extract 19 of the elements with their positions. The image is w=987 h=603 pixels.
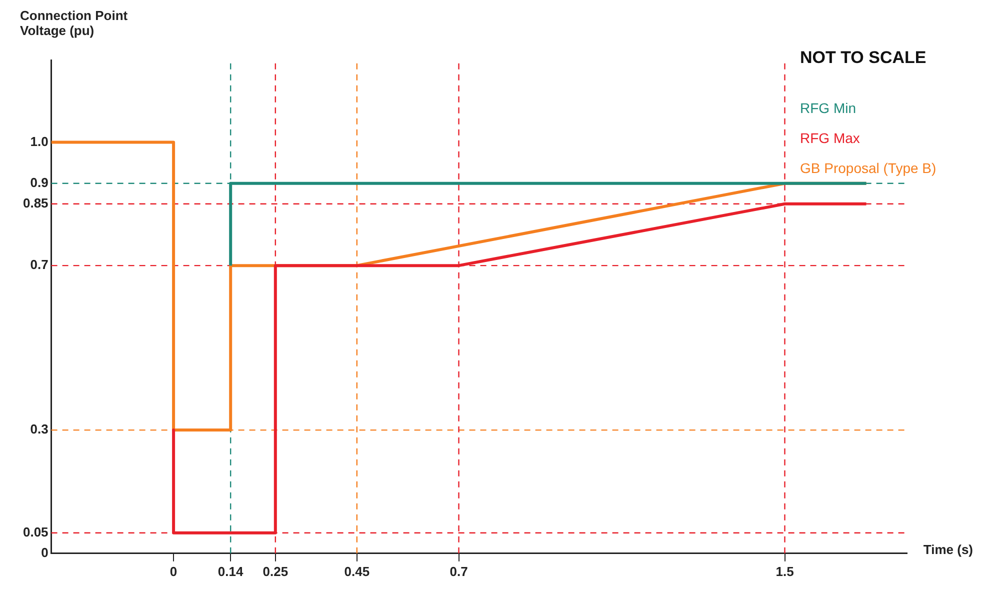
- y-axis-title: Connection Point Voltage (pu): [20, 8, 129, 38]
- x-axis-title: Time (s): [923, 542, 973, 557]
- x-tick-label: 0: [170, 564, 178, 579]
- y-tick-label: 0.3: [30, 422, 48, 437]
- y-tick-label: 0.7: [30, 257, 48, 272]
- x-tick-label: 0.45: [344, 564, 370, 579]
- text: RFG Min: [800, 100, 857, 116]
- x-tick-label: 0.7: [450, 564, 468, 579]
- x-tick-label: 0.14: [218, 564, 244, 579]
- x-tick-label: 1.5: [776, 564, 794, 579]
- x-tick-label: 0.25: [262, 564, 288, 579]
- y-tick-label: 0: [41, 544, 48, 560]
- text: RFG Max: [800, 130, 861, 146]
- y-tick-label: 0.85: [22, 195, 48, 210]
- y-tick-label: 1.0: [30, 134, 48, 149]
- series-label: GB Proposal (Type B): [800, 160, 936, 176]
- y-tick-label: 0.9: [30, 174, 48, 190]
- annotation: NOT TO SCALE: [800, 48, 926, 68]
- y-tick-label: 0.05: [22, 524, 48, 540]
